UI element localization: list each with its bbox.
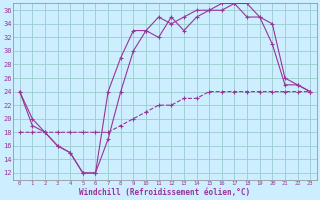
X-axis label: Windchill (Refroidissement éolien,°C): Windchill (Refroidissement éolien,°C) bbox=[79, 188, 251, 197]
